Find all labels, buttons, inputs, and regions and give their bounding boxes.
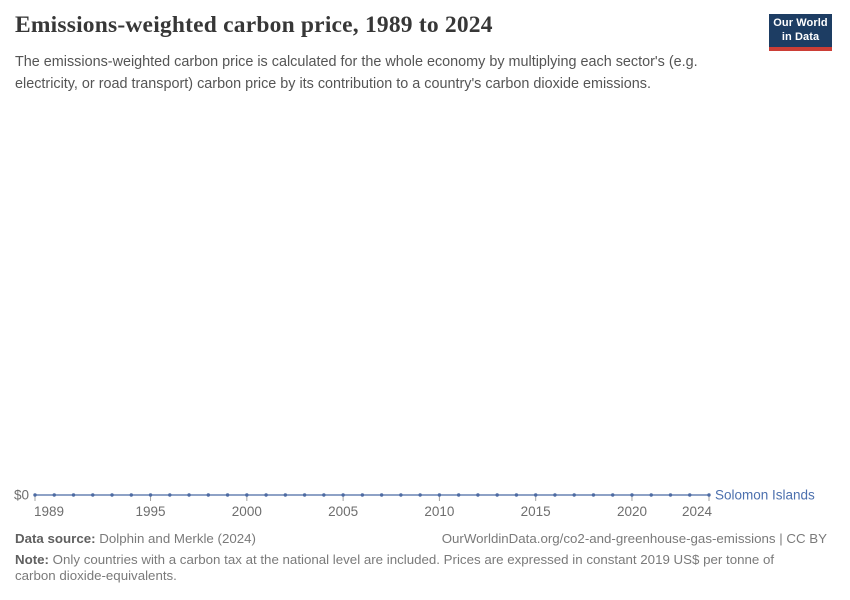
data-point	[264, 493, 268, 497]
data-point	[341, 493, 345, 497]
logo-text-line1: Our World	[773, 16, 828, 29]
data-point	[379, 493, 384, 497]
x-axis-label: 2000	[232, 504, 262, 519]
data-point	[553, 493, 557, 497]
data-point	[591, 493, 596, 497]
data-point	[437, 493, 442, 497]
data-point	[225, 493, 230, 497]
data-point	[399, 493, 403, 497]
data-point	[360, 493, 365, 497]
data-point	[630, 493, 634, 497]
data-point	[533, 493, 538, 497]
data-point	[245, 493, 249, 497]
y-axis-label: $0	[14, 488, 29, 503]
data-point	[110, 493, 114, 497]
data-point	[418, 493, 422, 497]
chart-footer: Data source: Dolphin and Merkle (2024) O…	[15, 531, 827, 583]
data-point	[688, 493, 692, 497]
data-point	[456, 493, 461, 497]
data-source: Data source: Dolphin and Merkle (2024)	[15, 531, 256, 546]
data-point	[71, 493, 76, 497]
x-axis-label: 1989	[34, 504, 64, 519]
data-point	[52, 493, 56, 497]
logo-text-line2: in Data	[781, 30, 820, 43]
series-label[interactable]: Solomon Islands	[715, 488, 815, 503]
chart-note: Note: Only countries with a carbon tax a…	[15, 552, 810, 583]
data-point	[168, 493, 172, 497]
owid-logo[interactable]: Our World in Data	[769, 14, 832, 51]
data-point	[514, 493, 519, 497]
note-text: Only countries with a carbon tax at the …	[15, 552, 775, 583]
x-axis-label: 2005	[328, 504, 358, 519]
data-point	[129, 493, 133, 497]
chart-subtitle: The emissions-weighted carbon price is c…	[15, 54, 698, 93]
logo-accent-bar	[769, 47, 832, 51]
data-point	[495, 493, 499, 497]
x-axis-label: 2010	[424, 504, 454, 519]
x-axis-label: 2024	[682, 504, 713, 519]
data-point	[206, 493, 211, 497]
x-axis-label: 2020	[617, 504, 647, 519]
data-point	[302, 493, 307, 497]
attribution-link[interactable]: OurWorldinData.org/co2-and-greenhouse-ga…	[441, 531, 827, 546]
data-point	[283, 493, 288, 497]
data-point	[476, 493, 480, 497]
page-title: Emissions-weighted carbon price, 1989 to…	[15, 12, 493, 38]
data-point	[322, 493, 326, 497]
chart-canvas[interactable]: 1989 1995 2000 2005 2010 2015 2020 2024 $0 Solomo…	[0, 440, 850, 525]
data-point	[572, 493, 576, 497]
data-point	[148, 493, 153, 497]
x-axis-label: 1995	[136, 504, 166, 519]
note-label: Note:	[15, 552, 49, 567]
data-point	[187, 493, 191, 497]
data-point	[649, 493, 653, 497]
data-point	[668, 493, 673, 497]
data-source-value: Dolphin and Merkle (2024)	[95, 531, 256, 546]
x-axis-label: 2015	[521, 504, 551, 519]
data-point	[611, 493, 615, 497]
data-point	[91, 493, 95, 497]
data-source-label: Data source:	[15, 531, 96, 546]
data-point	[707, 493, 711, 497]
data-point	[33, 493, 37, 497]
